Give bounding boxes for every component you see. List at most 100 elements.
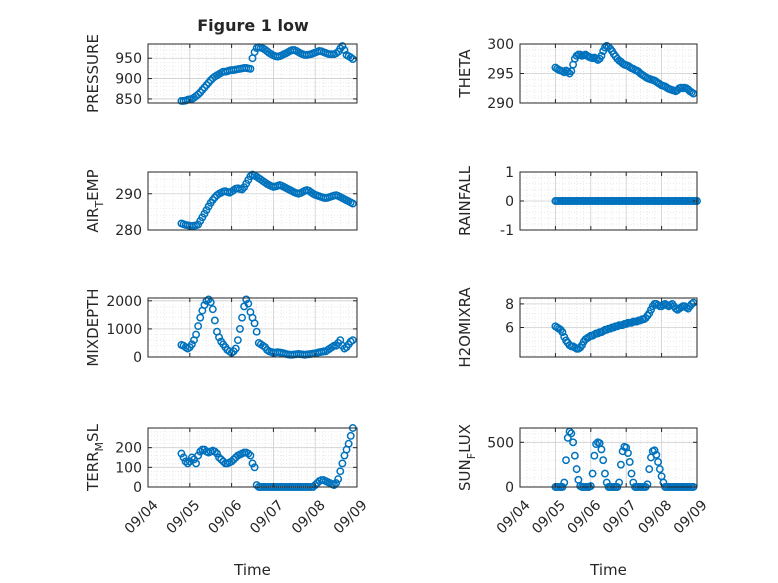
data-point (624, 449, 632, 457)
x-tick-label: 09/07 (247, 497, 287, 537)
data-point (650, 446, 659, 455)
y-tick-label: 0 (133, 350, 142, 366)
x-tick-label: 09/09 (671, 497, 711, 537)
data-point (338, 42, 347, 50)
y-tick-label: 1 (505, 165, 514, 181)
y-tick-label: 290 (487, 96, 514, 112)
data-point (654, 458, 663, 466)
data-points (177, 424, 357, 491)
y-tick-label: 8 (505, 297, 514, 313)
data-point (588, 469, 597, 478)
data-point (192, 330, 201, 339)
y-tick-label: 900 (115, 72, 142, 88)
data-point (194, 90, 203, 99)
data-point (208, 305, 217, 314)
data-point (597, 51, 606, 60)
x-tick-label: 09/06 (205, 497, 245, 537)
data-point (177, 449, 186, 458)
y-tick-label: 0 (505, 194, 514, 210)
data-point (190, 455, 198, 464)
x-tick-label: 09/04 (122, 497, 162, 537)
data-point (643, 480, 652, 489)
y-axis-label: H2OMIXRA (456, 287, 474, 368)
data-point (625, 458, 634, 466)
data-point (250, 48, 259, 57)
y-tick-label: 950 (115, 51, 142, 67)
data-point (586, 482, 595, 491)
x-tick-label: 09/04 (494, 497, 534, 537)
data-point (250, 319, 259, 328)
data-point (348, 199, 357, 208)
y-tick-label: 200 (115, 441, 142, 457)
y-axis-label: AIRTEMP (84, 169, 106, 232)
y-tick-label: 0 (133, 480, 142, 496)
data-point (246, 64, 255, 73)
y-axis-label: THETA (456, 49, 474, 99)
y-axis-label: MIXDEPTH (84, 288, 102, 366)
x-tick-label: 09/08 (289, 497, 329, 537)
x-tick-label: 09/08 (635, 497, 675, 537)
data-point (332, 479, 341, 488)
y-axis-label: SUNFLUX (456, 424, 478, 491)
subplot-theta: 290 295 300 THETA (456, 37, 698, 112)
data-point (238, 313, 247, 322)
data-point (338, 459, 347, 468)
subplot-sun-flux: 0 500 SUNFLUX 09/0409/0509/0609/0709/0809/0… (456, 424, 711, 579)
data-point (215, 453, 224, 462)
data-point (248, 459, 257, 468)
data-point (334, 475, 343, 484)
data-point (560, 478, 569, 487)
y-tick-label: 280 (115, 223, 142, 239)
data-point (194, 451, 203, 460)
data-point (217, 455, 226, 464)
y-tick-label: 500 (487, 435, 514, 451)
figure-title: Figure 1 low (197, 16, 309, 35)
y-tick-label: 290 (115, 187, 142, 203)
data-points (551, 197, 701, 205)
x-tick-label: 09/09 (331, 497, 371, 537)
data-points (551, 298, 698, 353)
y-tick-label: 300 (487, 37, 514, 53)
data-point (348, 336, 357, 345)
data-point (590, 451, 599, 460)
data-point (229, 455, 238, 464)
data-point (200, 301, 209, 309)
x-tick-label: 09/05 (164, 497, 204, 537)
axes-box (147, 297, 358, 358)
subplot-h2omixra: 6 8 H2OMIXRA (456, 287, 698, 368)
data-point (179, 453, 188, 462)
data-point (597, 445, 606, 454)
data-point (562, 456, 570, 465)
data-point (344, 439, 353, 448)
y-tick-label: 6 (505, 321, 514, 337)
plot-area (148, 44, 357, 103)
data-point (558, 328, 567, 337)
axes-box (147, 171, 358, 231)
data-point (336, 467, 345, 476)
y-tick-label: -1 (500, 223, 514, 239)
data-point (231, 344, 240, 353)
data-points (177, 295, 357, 359)
data-point (192, 459, 201, 468)
y-tick-label: 2000 (106, 294, 142, 310)
x-tick-label: 09/07 (600, 497, 640, 537)
data-point (210, 447, 219, 456)
data-point (181, 457, 190, 466)
data-point (572, 465, 581, 474)
y-axis-label: TERRMSL (84, 423, 106, 492)
data-point (250, 463, 259, 472)
x-tick-label: 09/06 (565, 497, 605, 537)
data-points (177, 170, 357, 231)
data-point (569, 438, 578, 447)
data-point (246, 451, 255, 460)
data-point (196, 313, 205, 322)
data-point (652, 450, 661, 459)
data-point (599, 456, 608, 465)
data-point (560, 68, 569, 77)
data-point (238, 185, 247, 194)
data-point (252, 327, 261, 336)
axes-box (147, 43, 358, 104)
y-tick-label: 0 (505, 480, 514, 496)
data-point (615, 478, 624, 487)
